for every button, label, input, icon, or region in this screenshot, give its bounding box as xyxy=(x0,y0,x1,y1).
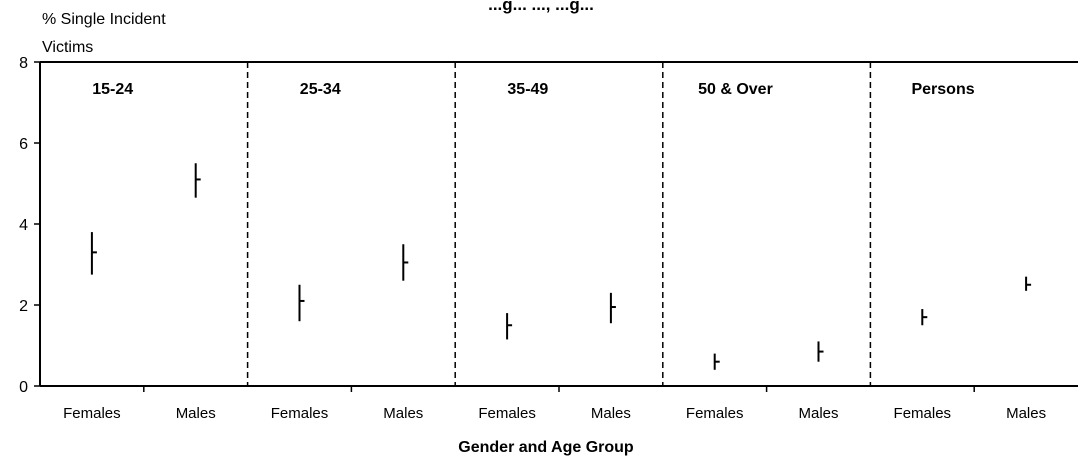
group-dividers xyxy=(246,62,872,386)
chart-title: ...g... ..., ...g... xyxy=(488,0,594,14)
group-label: 15-24 xyxy=(92,81,133,98)
x-category-label: Females xyxy=(894,405,952,422)
y-tick-label: 4 xyxy=(19,217,28,234)
x-axis-title: Gender and Age Group xyxy=(458,439,634,456)
group-label: 50 & Over xyxy=(698,81,773,98)
y-axis-title-line-1: % Single Incident xyxy=(42,11,166,28)
plot-frame xyxy=(39,61,1078,387)
group-label: 25-34 xyxy=(300,81,341,98)
x-category-label: Females xyxy=(478,405,536,422)
x-category-label: Females xyxy=(686,405,744,422)
y-tick-label: 2 xyxy=(19,298,28,315)
group-labels: 15-24 25-34 35-49 50 & Over Persons xyxy=(92,81,975,98)
x-category-label: Females xyxy=(271,405,329,422)
x-category-label: Males xyxy=(383,405,423,422)
x-axis-category-labels: Females Males Females Males Females Males Fema… xyxy=(63,386,1046,422)
x-category-label: Males xyxy=(798,405,838,422)
x-category-label: Males xyxy=(1006,405,1046,422)
y-axis-ticks: 0 2 4 6 8 xyxy=(19,55,40,396)
y-tick-label: 8 xyxy=(19,55,28,72)
y-tick-label: 0 xyxy=(19,379,28,396)
group-label: 35-49 xyxy=(507,81,548,98)
y-axis-title-line-2: Victims xyxy=(42,39,93,56)
x-category-label: Males xyxy=(591,405,631,422)
y-tick-label: 6 xyxy=(19,136,28,153)
group-label: Persons xyxy=(911,81,974,98)
x-category-label: Males xyxy=(176,405,216,422)
x-category-label: Females xyxy=(63,405,121,422)
data-marks xyxy=(90,163,1032,370)
